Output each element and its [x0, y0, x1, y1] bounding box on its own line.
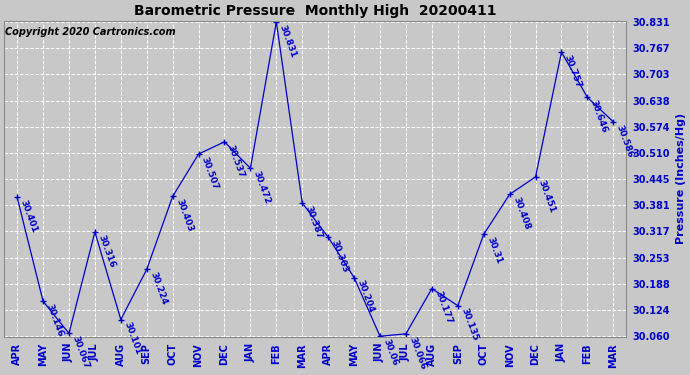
Text: 30.387: 30.387	[304, 204, 324, 240]
Text: 30.316: 30.316	[97, 233, 117, 269]
Text: 30.101: 30.101	[122, 321, 142, 356]
Text: 30.204: 30.204	[355, 279, 376, 315]
Text: 30.303: 30.303	[330, 238, 350, 274]
Text: 30.31: 30.31	[485, 236, 503, 266]
Text: 30.646: 30.646	[589, 99, 609, 134]
Text: 30.224: 30.224	[148, 271, 168, 306]
Text: Copyright 2020 Cartronics.com: Copyright 2020 Cartronics.com	[5, 27, 175, 37]
Text: 30.401: 30.401	[19, 199, 39, 234]
Text: 30.586: 30.586	[615, 123, 635, 159]
Text: 30.067: 30.067	[70, 335, 90, 370]
Text: 30.403: 30.403	[174, 198, 195, 233]
Text: 30.451: 30.451	[537, 178, 558, 214]
Text: 30.757: 30.757	[563, 54, 583, 89]
Text: 30.177: 30.177	[433, 290, 453, 326]
Text: 30.831: 30.831	[278, 23, 298, 59]
Text: 30.472: 30.472	[252, 170, 272, 206]
Text: 30.135: 30.135	[459, 307, 480, 343]
Title: Barometric Pressure  Monthly High  20200411: Barometric Pressure Monthly High 2020041…	[134, 4, 497, 18]
Text: 30.537: 30.537	[226, 143, 246, 179]
Text: 30.408: 30.408	[511, 196, 531, 231]
Y-axis label: Pressure (Inches/Hg): Pressure (Inches/Hg)	[676, 113, 686, 244]
Text: 30.066: 30.066	[407, 335, 428, 370]
Text: 30.507: 30.507	[200, 155, 220, 191]
Text: 30.06: 30.06	[382, 338, 400, 367]
Text: 30.146: 30.146	[44, 303, 65, 338]
